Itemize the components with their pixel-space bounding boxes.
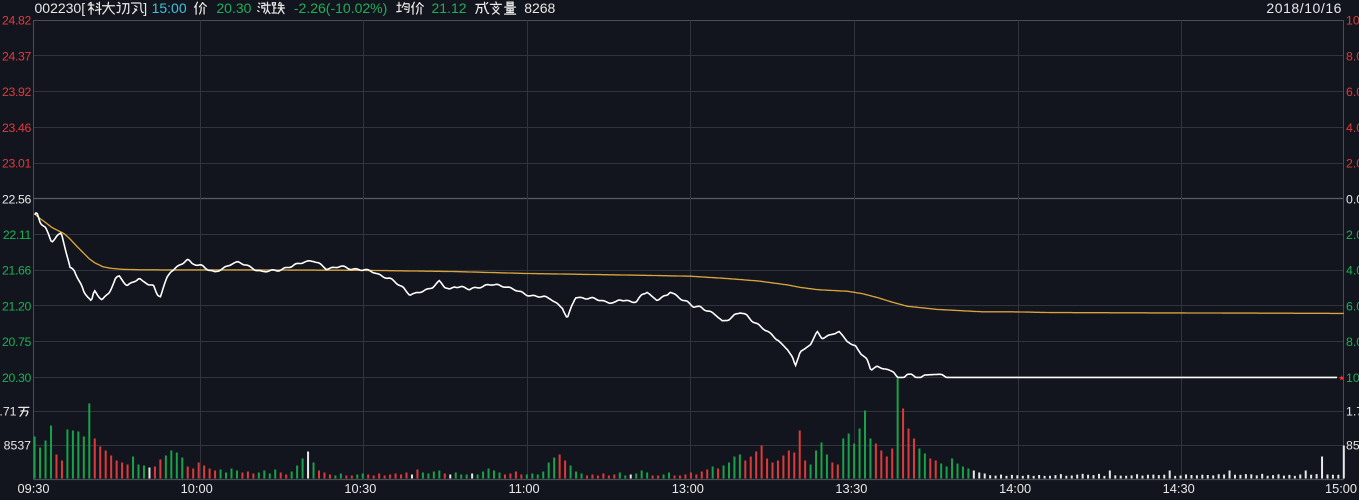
svg-text:]: ] [143,0,147,16]
svg-text:20.30: 20.30 [2,371,32,385]
svg-text:09:30: 09:30 [17,481,49,496]
svg-text:8.02%: 8.02% [1346,335,1359,349]
svg-text:0.00%: 0.00% [1346,192,1359,206]
svg-text:14:00: 14:00 [999,481,1031,496]
svg-text:10:30: 10:30 [344,481,376,496]
svg-text:10.02%: 10.02% [1346,371,1359,385]
svg-text:6.01%: 6.01% [1346,85,1359,99]
svg-text:23.92: 23.92 [2,85,32,99]
svg-text:6.01%: 6.01% [1346,300,1359,314]
svg-text:21.20: 21.20 [2,300,32,314]
svg-text:8268: 8268 [524,0,555,16]
svg-text:002230[: 002230[ [35,0,86,16]
svg-text:2.00%: 2.00% [1346,157,1359,171]
svg-text:21.66: 21.66 [2,264,32,278]
svg-text:24.82: 24.82 [2,14,32,28]
svg-text:22.56: 22.56 [2,192,32,206]
svg-text:-2.26(-10.02%): -2.26(-10.02%) [294,0,387,16]
svg-text:15:00: 15:00 [1325,481,1357,496]
svg-text:11:00: 11:00 [509,481,540,496]
svg-text:4.01%: 4.01% [1346,264,1359,278]
svg-text:2.00%: 2.00% [1346,228,1359,242]
svg-text:23.46: 23.46 [2,121,32,135]
svg-text:8.02%: 8.02% [1346,49,1359,63]
svg-text:8537: 8537 [1346,439,1359,453]
svg-text:1.71: 1.71 [1346,405,1359,419]
svg-text:14:30: 14:30 [1163,481,1195,496]
svg-text:21.12: 21.12 [432,0,467,16]
svg-text:10.02%: 10.02% [1346,14,1359,28]
svg-text:22.11: 22.11 [3,228,32,242]
svg-text:23.01: 23.01 [2,157,32,171]
svg-text:1.71: 1.71 [0,405,17,419]
svg-text:20.75: 20.75 [2,335,32,349]
svg-text:15:00: 15:00 [152,0,187,16]
svg-text:8537: 8537 [4,439,32,453]
svg-text:4.01%: 4.01% [1346,121,1359,135]
svg-text:13:00: 13:00 [672,481,704,496]
svg-text:2018/10/16: 2018/10/16 [1266,0,1342,16]
svg-text:10:00: 10:00 [181,481,213,496]
svg-text:20.30: 20.30 [216,0,251,16]
svg-text:13:30: 13:30 [835,481,867,496]
svg-text:24.37: 24.37 [2,49,32,63]
